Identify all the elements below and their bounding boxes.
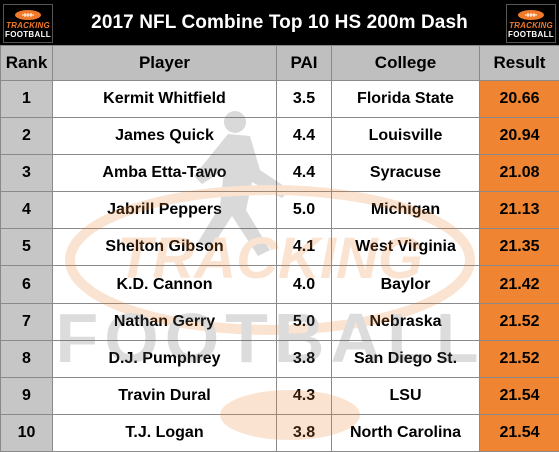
college-cell: Louisville	[331, 117, 480, 156]
player-cell: K.D. Cannon	[52, 265, 277, 304]
player-cell: D.J. Pumphrey	[52, 339, 277, 378]
column-header-college: College	[331, 45, 480, 81]
column-header-pai: PAI	[276, 45, 332, 81]
column-header-result: Result	[479, 45, 559, 81]
player-cell: James Quick	[52, 117, 277, 156]
pai-cell: 4.3	[276, 376, 332, 415]
logo-text-tracking: TRACKING	[509, 20, 553, 30]
football-icon	[518, 9, 544, 20]
pai-cell: 5.0	[276, 302, 332, 341]
result-cell: 20.66	[479, 79, 559, 119]
result-cell: 20.94	[479, 117, 559, 156]
pai-cell: 4.0	[276, 265, 332, 304]
pai-cell: 3.8	[276, 413, 332, 452]
football-icon	[15, 9, 41, 20]
title-bar: TRACKING FOOTBALL 2017 NFL Combine Top 1…	[0, 0, 559, 45]
rank-cell: 10	[0, 413, 53, 452]
player-cell: Travin Dural	[52, 376, 277, 415]
player-cell: Kermit Whitfield	[52, 79, 277, 119]
table-row: 4 Jabrill Peppers 5.0 Michigan 21.13	[0, 191, 559, 230]
table-row: 9 Travin Dural 4.3 LSU 21.54	[0, 376, 559, 415]
rank-cell: 5	[0, 228, 53, 267]
player-cell: T.J. Logan	[52, 413, 277, 452]
pai-cell: 4.1	[276, 228, 332, 267]
page-title: 2017 NFL Combine Top 10 HS 200m Dash	[91, 11, 468, 33]
rank-cell: 8	[0, 339, 53, 378]
player-cell: Amba Etta-Tawo	[52, 154, 277, 193]
college-cell: Michigan	[331, 191, 480, 230]
rank-cell: 7	[0, 302, 53, 341]
player-cell: Jabrill Peppers	[52, 191, 277, 230]
logo-text-tracking: TRACKING	[6, 20, 50, 30]
pai-cell: 4.4	[276, 117, 332, 156]
table-row: 5 Shelton Gibson 4.1 West Virginia 21.35	[0, 228, 559, 267]
result-cell: 21.54	[479, 413, 559, 452]
rank-cell: 1	[0, 79, 53, 119]
college-cell: Syracuse	[331, 154, 480, 193]
result-cell: 21.08	[479, 154, 559, 193]
table-row: 7 Nathan Gerry 5.0 Nebraska 21.52	[0, 302, 559, 341]
college-cell: Florida State	[331, 79, 480, 119]
result-cell: 21.54	[479, 376, 559, 415]
player-cell: Shelton Gibson	[52, 228, 277, 267]
college-cell: West Virginia	[331, 228, 480, 267]
result-cell: 21.52	[479, 339, 559, 378]
college-cell: San Diego St.	[331, 339, 480, 378]
table-row: 1 Kermit Whitfield 3.5 Florida State 20.…	[0, 79, 559, 119]
table-row: 10 T.J. Logan 3.8 North Carolina 21.54	[0, 413, 559, 452]
player-cell: Nathan Gerry	[52, 302, 277, 341]
column-header-rank: Rank	[0, 45, 53, 81]
rank-cell: 4	[0, 191, 53, 230]
pai-cell: 3.5	[276, 79, 332, 119]
rank-cell: 3	[0, 154, 53, 193]
pai-cell: 4.4	[276, 154, 332, 193]
result-cell: 21.35	[479, 228, 559, 267]
table-row: 2 James Quick 4.4 Louisville 20.94	[0, 117, 559, 156]
college-cell: Nebraska	[331, 302, 480, 341]
result-cell: 21.42	[479, 265, 559, 304]
column-header-player: Player	[52, 45, 277, 81]
college-cell: LSU	[331, 376, 480, 415]
rank-cell: 6	[0, 265, 53, 304]
rank-cell: 9	[0, 376, 53, 415]
table-row: 3 Amba Etta-Tawo 4.4 Syracuse 21.08	[0, 154, 559, 193]
pai-cell: 3.8	[276, 339, 332, 378]
table-row: 6 K.D. Cannon 4.0 Baylor 21.42	[0, 265, 559, 304]
table-row: 8 D.J. Pumphrey 3.8 San Diego St. 21.52	[0, 339, 559, 378]
table-header-row: Rank Player PAI College Result	[0, 45, 559, 81]
result-cell: 21.13	[479, 191, 559, 230]
tracking-football-logo: TRACKING FOOTBALL	[506, 4, 556, 43]
pai-cell: 5.0	[276, 191, 332, 230]
college-cell: Baylor	[331, 265, 480, 304]
rank-cell: 2	[0, 117, 53, 156]
tracking-football-logo: TRACKING FOOTBALL	[3, 4, 53, 43]
logo-text-football: FOOTBALL	[5, 29, 51, 39]
result-cell: 21.52	[479, 302, 559, 341]
results-table: Rank Player PAI College Result 1 Kermit …	[0, 45, 559, 452]
logo-text-football: FOOTBALL	[508, 29, 554, 39]
college-cell: North Carolina	[331, 413, 480, 452]
